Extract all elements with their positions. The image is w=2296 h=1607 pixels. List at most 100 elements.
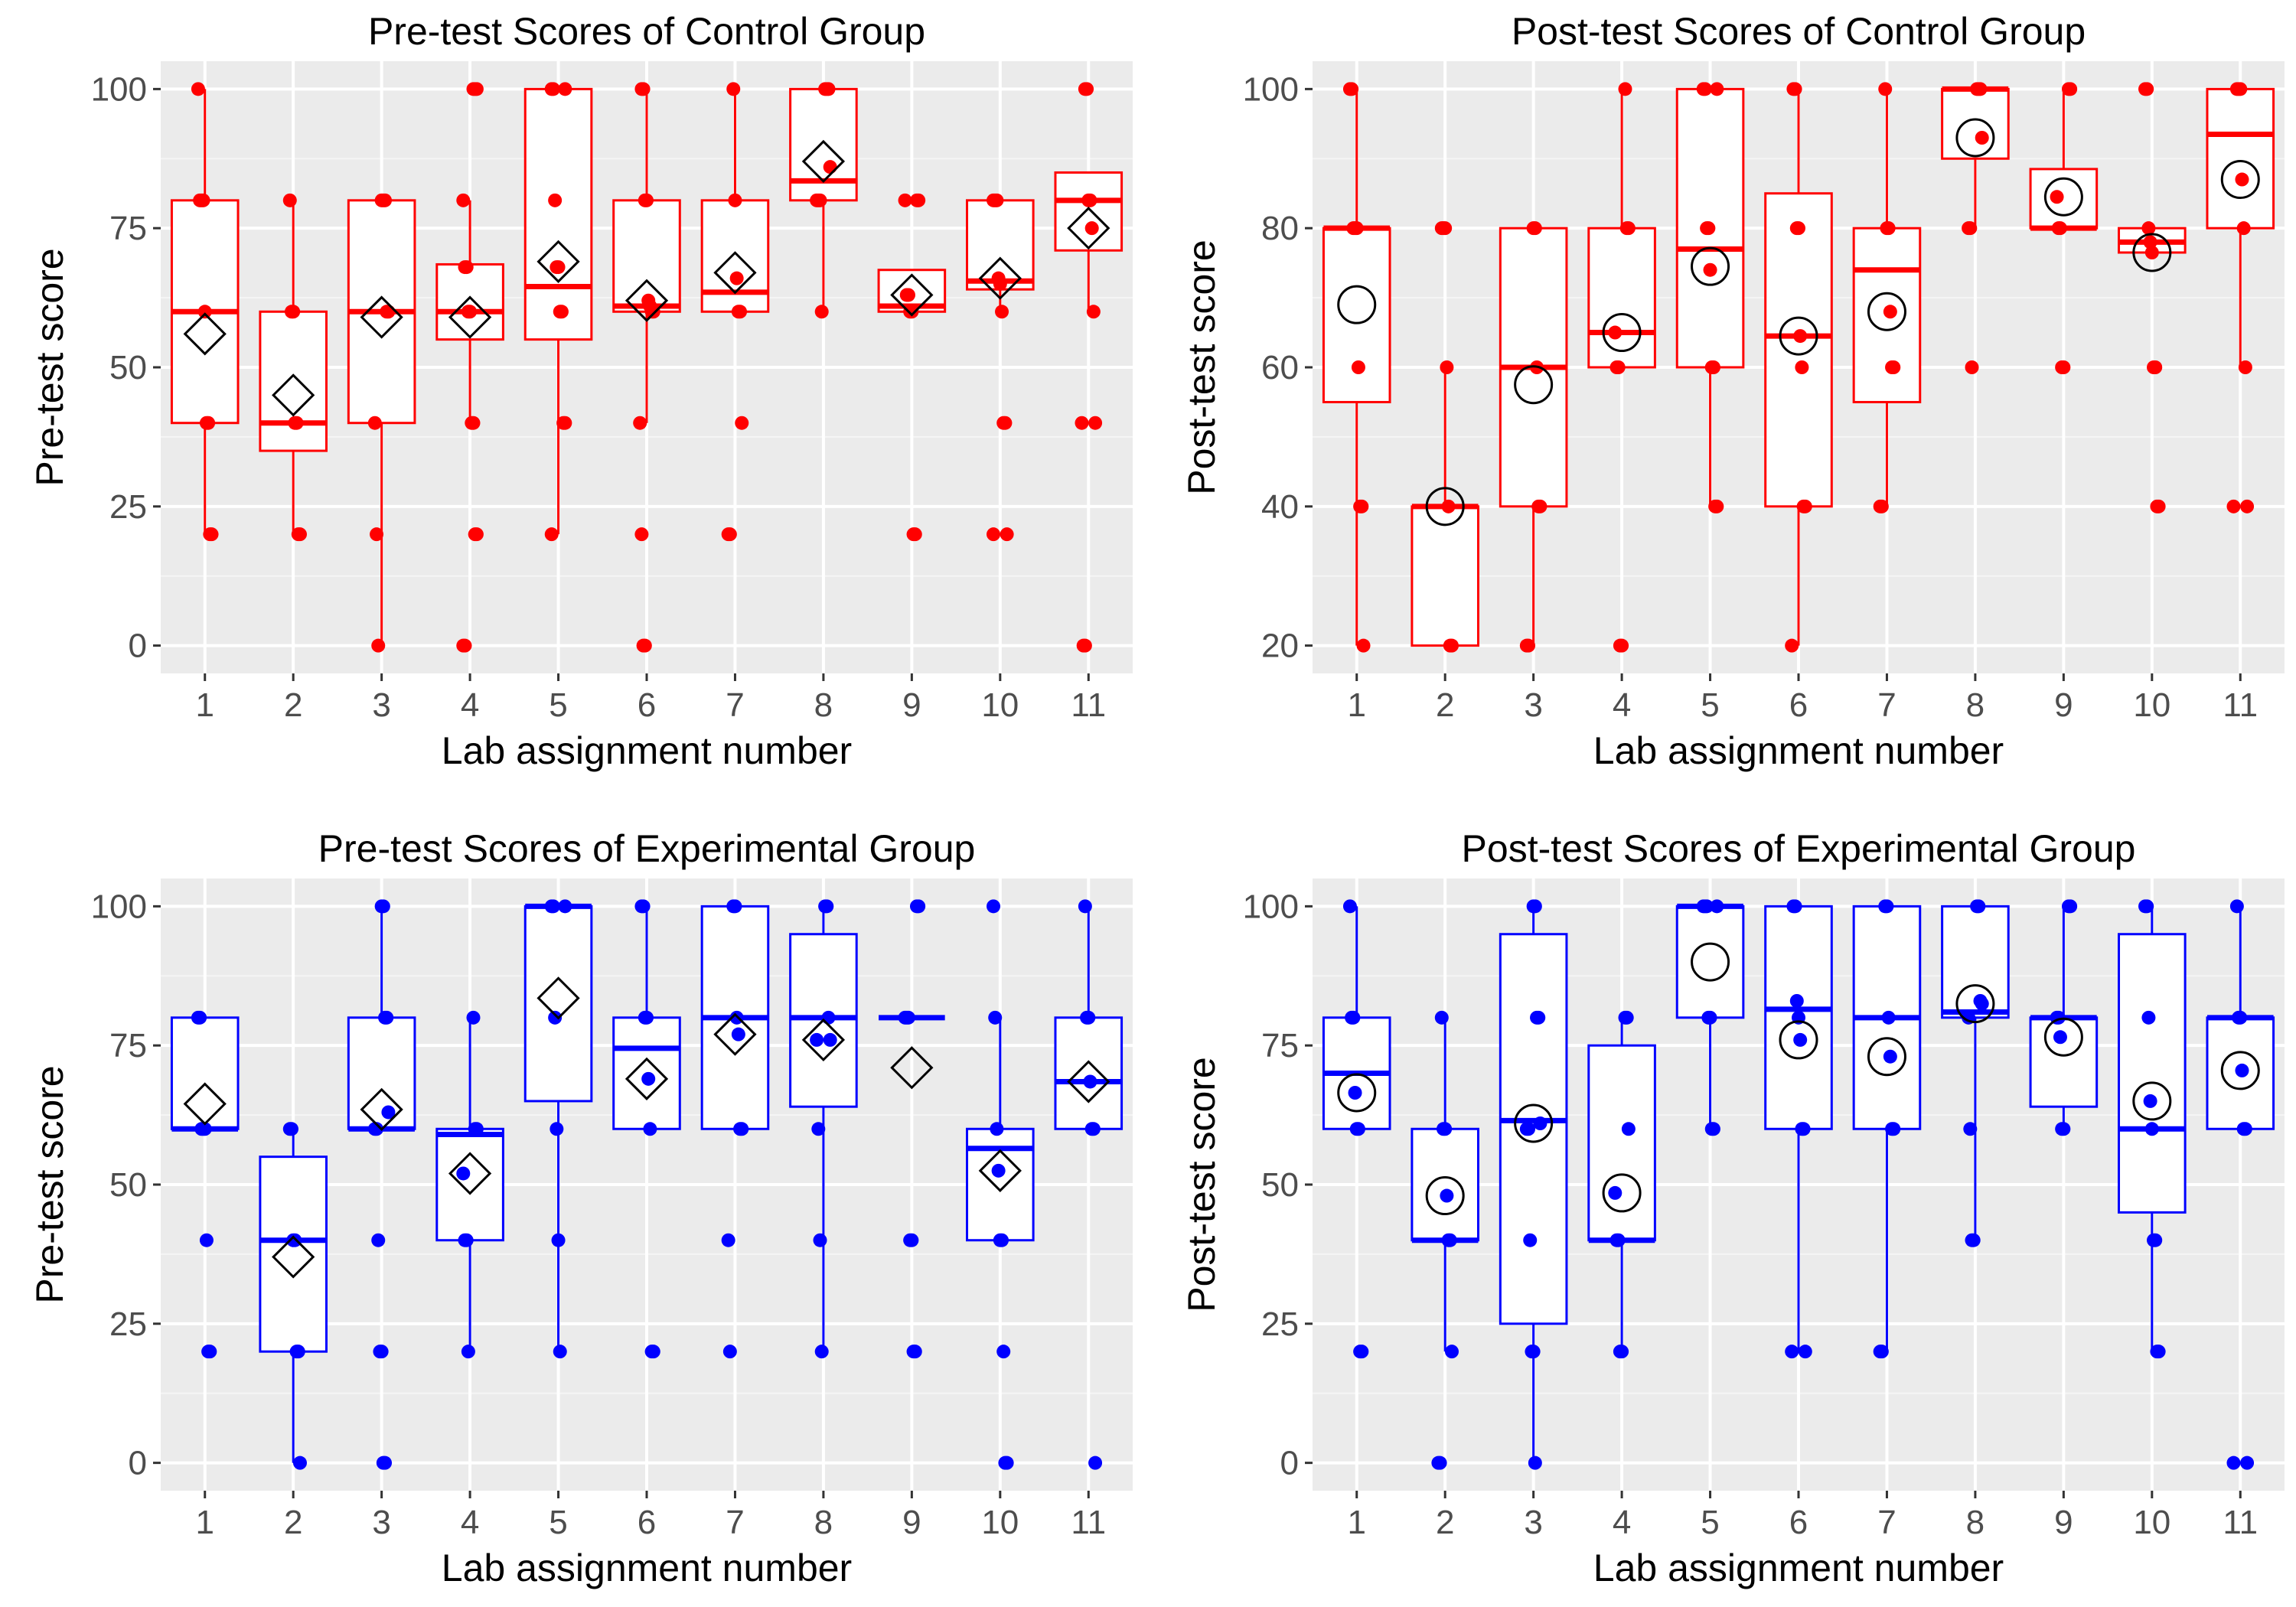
data-point — [814, 1345, 829, 1359]
data-point — [728, 899, 742, 914]
data-point — [459, 260, 474, 275]
y-tick-label: 75 — [109, 210, 147, 247]
mean-marker — [890, 1046, 934, 1090]
x-tick-label: 3 — [1524, 1504, 1542, 1541]
data-point — [2144, 1122, 2159, 1136]
data-point — [735, 416, 749, 430]
mean-marker — [1955, 118, 1995, 158]
box-11 — [1054, 171, 1124, 312]
mean-marker — [360, 295, 403, 339]
data-point — [2148, 360, 2163, 374]
x-tick-label: 4 — [1613, 686, 1631, 724]
data-point — [995, 1233, 1009, 1247]
data-point — [1521, 638, 1536, 653]
data-point — [550, 1122, 564, 1136]
y-axis-title: Post-test score — [1180, 1057, 1223, 1312]
box-3 — [347, 906, 416, 1132]
x-tick-label: 1 — [195, 1504, 214, 1541]
data-point — [1528, 1455, 1542, 1470]
chart-panel-3: 0 25 50 75 100 1 2 3 4 5 6 7 8 9 10 11 Pre-test Scores o… — [28, 827, 1133, 1589]
data-point — [459, 1233, 474, 1247]
data-point — [1346, 1010, 1361, 1025]
data-point — [553, 1345, 567, 1359]
data-point — [646, 1345, 660, 1359]
box-body — [612, 199, 681, 313]
box-4 — [1587, 1017, 1656, 1352]
data-point — [643, 1122, 657, 1136]
data-point — [1698, 82, 1712, 96]
x-tick-label: 5 — [1701, 1504, 1719, 1541]
data-point — [2226, 499, 2241, 513]
data-point — [1351, 1122, 1365, 1136]
data-point — [1792, 221, 1805, 236]
x-tick-label: 5 — [549, 1504, 567, 1541]
data-point — [463, 305, 478, 319]
data-point — [1443, 1233, 1457, 1247]
mean-marker — [1514, 1103, 1554, 1143]
x-axis-title: Lab assignment number — [442, 729, 852, 772]
data-point — [1883, 1049, 1897, 1064]
data-point — [1973, 82, 1988, 96]
data-point — [1710, 499, 1724, 513]
x-tick-label: 3 — [372, 686, 390, 724]
data-point — [1887, 360, 1901, 374]
mean-marker — [272, 373, 315, 417]
x-tick-label: 4 — [1613, 1504, 1631, 1541]
box-body — [2029, 1016, 2099, 1108]
box-10 — [966, 199, 1035, 312]
x-tick-label: 3 — [1524, 686, 1542, 724]
y-tick-label: 40 — [1261, 488, 1299, 526]
mean-marker — [1955, 984, 1995, 1024]
y-tick-label: 25 — [109, 488, 147, 526]
data-point — [912, 193, 926, 207]
data-point — [721, 1233, 735, 1247]
data-point — [204, 527, 219, 542]
data-point — [289, 416, 304, 430]
x-tick-label: 7 — [726, 1504, 744, 1541]
box-10 — [966, 1017, 1035, 1242]
data-point — [370, 527, 384, 542]
data-point — [1083, 1074, 1097, 1089]
data-point — [1444, 1345, 1459, 1359]
x-tick-label: 2 — [284, 686, 302, 724]
box-body — [435, 1127, 504, 1242]
box-body — [1587, 1044, 1656, 1242]
data-point — [731, 1027, 745, 1041]
data-point — [2056, 360, 2071, 374]
data-point — [1883, 305, 1897, 319]
data-point — [466, 1010, 481, 1025]
x-tick-label: 11 — [2223, 686, 2258, 724]
data-point — [2063, 82, 2078, 96]
data-point — [1349, 221, 1364, 236]
mean-marker — [536, 240, 580, 283]
data-point — [284, 1122, 298, 1136]
box-body — [2206, 87, 2275, 230]
box-5 — [523, 87, 593, 535]
data-point — [1710, 899, 1724, 914]
data-point — [813, 193, 827, 207]
box-body — [1411, 505, 1479, 647]
box-6 — [612, 89, 681, 423]
mean-marker — [1779, 1020, 1818, 1060]
data-point — [466, 416, 481, 430]
x-tick-label: 8 — [814, 686, 833, 724]
data-point — [2236, 221, 2251, 236]
mean-marker — [2043, 1017, 2083, 1057]
chart-title: Pre-test Scores of Experimental Group — [318, 827, 976, 870]
data-point — [1086, 305, 1101, 319]
data-point — [2229, 899, 2244, 914]
data-point — [722, 527, 737, 542]
y-tick-label: 60 — [1261, 349, 1299, 386]
data-point — [1887, 1122, 1901, 1136]
data-point — [374, 1345, 389, 1359]
y-tick-label: 100 — [91, 888, 147, 925]
data-point — [461, 1345, 475, 1359]
data-point — [381, 1105, 396, 1120]
data-point — [823, 1032, 837, 1047]
data-point — [1086, 1122, 1101, 1136]
box-body — [523, 87, 593, 341]
data-point — [1963, 1122, 1978, 1136]
data-point — [546, 82, 560, 96]
data-point — [558, 899, 572, 914]
data-point — [554, 305, 569, 319]
